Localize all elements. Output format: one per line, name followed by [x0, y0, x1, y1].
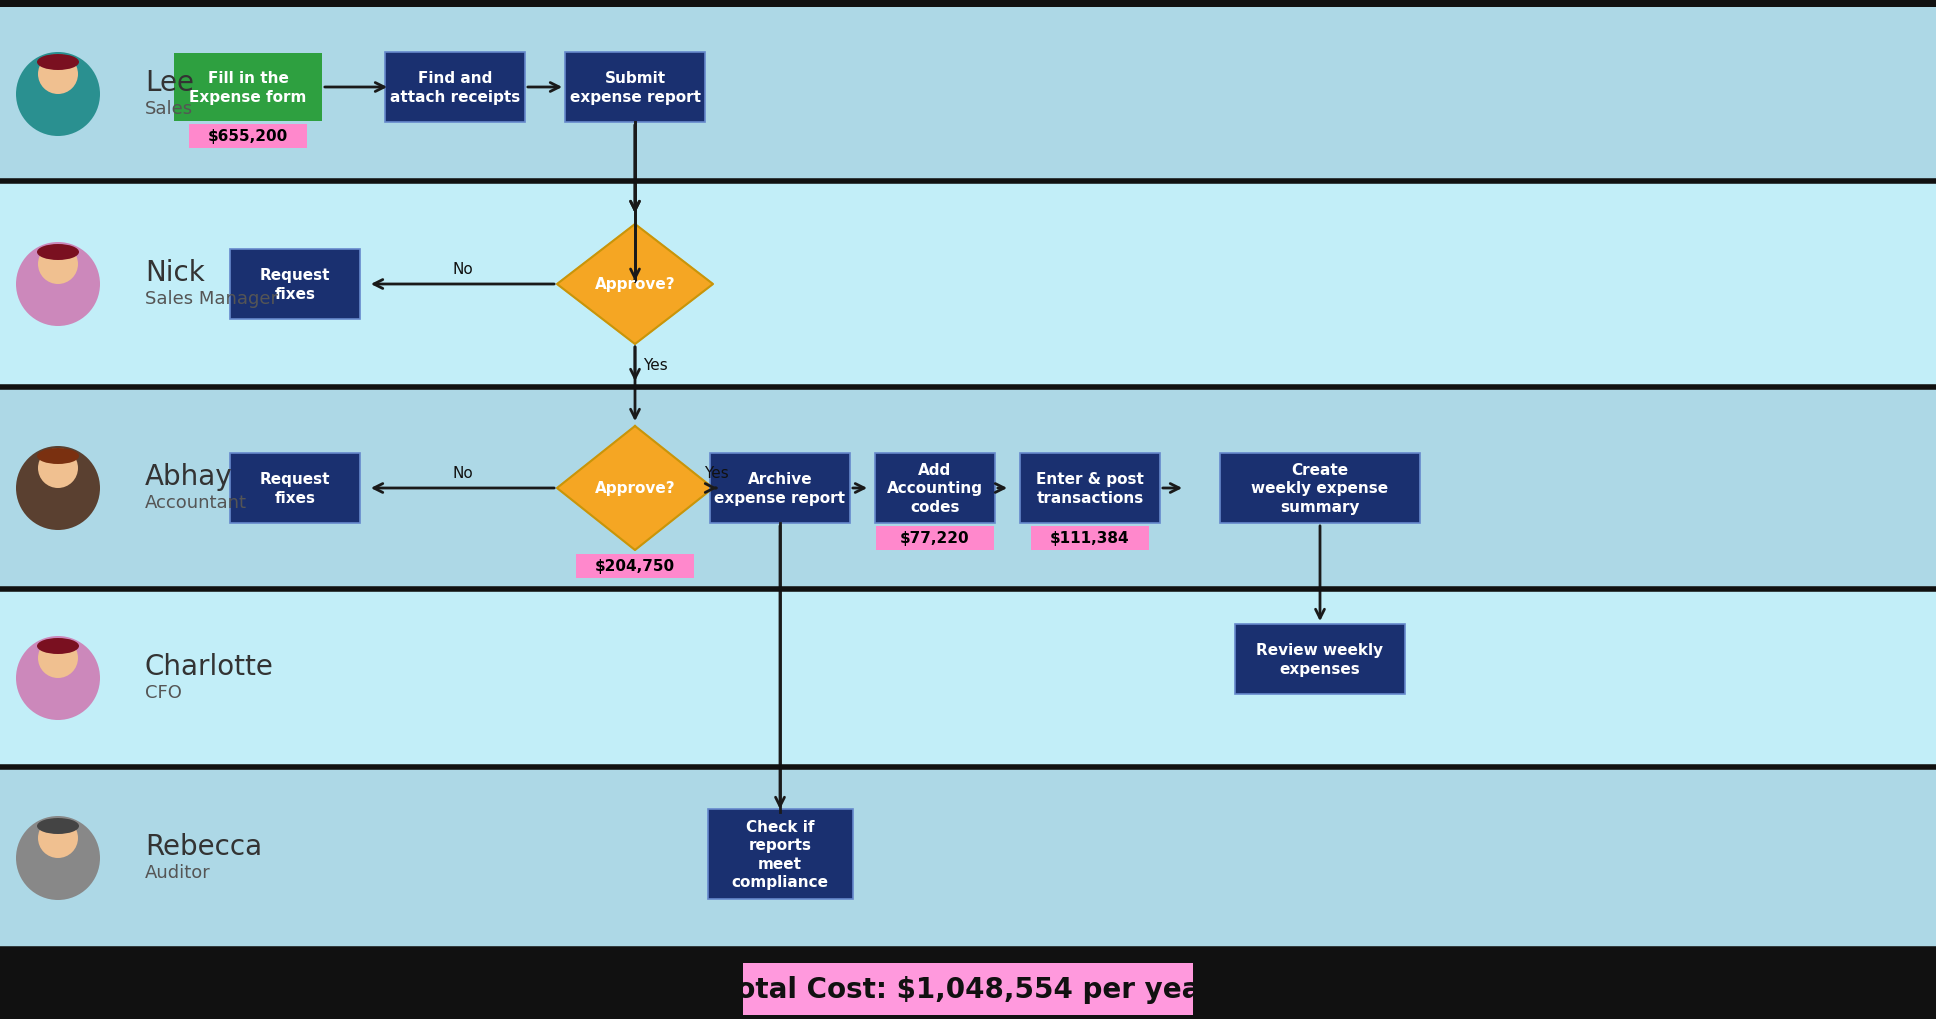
Bar — [743, 963, 1193, 1015]
Bar — [1220, 453, 1419, 524]
Text: Approve?: Approve? — [594, 277, 676, 292]
Bar — [711, 453, 850, 524]
Circle shape — [39, 55, 77, 95]
Bar — [0, 181, 1936, 387]
Text: Accountant: Accountant — [145, 493, 248, 512]
Text: Total Cost: $1,048,554 per year: Total Cost: $1,048,554 per year — [722, 975, 1214, 1003]
Text: Sales Manager: Sales Manager — [145, 289, 279, 308]
Text: Fill in the
Expense form: Fill in the Expense form — [190, 71, 306, 105]
Text: Add
Accounting
codes: Add Accounting codes — [887, 463, 983, 515]
Text: Charlotte: Charlotte — [145, 652, 273, 681]
Bar — [1235, 625, 1406, 694]
Ellipse shape — [37, 638, 79, 654]
Text: $204,750: $204,750 — [594, 559, 676, 574]
Text: Review weekly
expenses: Review weekly expenses — [1256, 643, 1384, 677]
Text: Approve?: Approve? — [594, 481, 676, 496]
Circle shape — [39, 638, 77, 679]
Text: No: No — [453, 261, 472, 276]
Circle shape — [15, 816, 101, 900]
Bar — [565, 53, 705, 123]
Text: Yes: Yes — [705, 465, 728, 480]
Bar — [577, 554, 693, 579]
Bar — [230, 453, 360, 524]
Bar — [1032, 527, 1148, 550]
Text: Nick: Nick — [145, 259, 205, 286]
Text: CFO: CFO — [145, 684, 182, 701]
Bar — [0, 949, 1936, 1019]
Bar — [0, 387, 1936, 589]
Text: $111,384: $111,384 — [1049, 531, 1131, 546]
Text: Rebecca: Rebecca — [145, 833, 261, 860]
Circle shape — [15, 243, 101, 327]
Text: Sales: Sales — [145, 100, 194, 118]
Bar — [707, 809, 852, 899]
Text: Check if
reports
meet
compliance: Check if reports meet compliance — [732, 819, 829, 890]
Circle shape — [15, 53, 101, 137]
Ellipse shape — [37, 245, 79, 261]
Polygon shape — [558, 225, 712, 344]
Text: Submit
expense report: Submit expense report — [569, 71, 701, 105]
Text: Request
fixes: Request fixes — [259, 472, 331, 505]
Text: Archive
expense report: Archive expense report — [714, 472, 846, 505]
Bar — [0, 8, 1936, 181]
Text: $77,220: $77,220 — [900, 531, 970, 546]
Circle shape — [39, 448, 77, 488]
Bar — [174, 54, 321, 122]
Text: $655,200: $655,200 — [207, 129, 288, 145]
Text: Find and
attach receipts: Find and attach receipts — [389, 71, 521, 105]
Bar — [875, 453, 995, 524]
Text: Auditor: Auditor — [145, 863, 211, 881]
Text: Request
fixes: Request fixes — [259, 268, 331, 302]
Text: Abhay: Abhay — [145, 463, 232, 490]
Bar — [230, 250, 360, 320]
Bar — [0, 589, 1936, 767]
Bar — [1020, 453, 1160, 524]
Ellipse shape — [37, 55, 79, 71]
Text: Create
weekly expense
summary: Create weekly expense summary — [1251, 463, 1388, 515]
Ellipse shape — [37, 448, 79, 465]
Circle shape — [15, 637, 101, 720]
Ellipse shape — [37, 818, 79, 835]
Text: No: No — [453, 465, 472, 480]
Circle shape — [39, 818, 77, 858]
Bar — [875, 527, 993, 550]
Bar — [385, 53, 525, 123]
Bar — [190, 125, 308, 149]
Text: Lee: Lee — [145, 69, 194, 97]
Text: Yes: Yes — [643, 357, 668, 372]
Polygon shape — [558, 427, 712, 550]
Text: Enter & post
transactions: Enter & post transactions — [1036, 472, 1144, 505]
Bar — [0, 767, 1936, 949]
Circle shape — [39, 245, 77, 284]
Circle shape — [15, 446, 101, 531]
